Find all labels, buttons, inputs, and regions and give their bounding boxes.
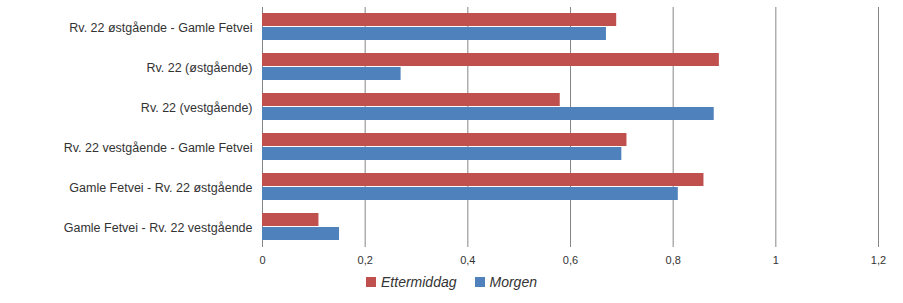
- svg-text:1,2: 1,2: [871, 254, 886, 266]
- svg-text:0,2: 0,2: [358, 254, 373, 266]
- svg-text:Gamle Fetvei - Rv. 22 østgåend: Gamle Fetvei - Rv. 22 østgående: [69, 181, 252, 195]
- svg-text:Rv. 22 vestgående - Gamle Fetv: Rv. 22 vestgående - Gamle Fetvei: [64, 141, 253, 155]
- svg-text:1: 1: [773, 254, 779, 266]
- svg-text:0,8: 0,8: [666, 254, 681, 266]
- svg-text:0: 0: [259, 254, 265, 266]
- svg-text:0,4: 0,4: [460, 254, 475, 266]
- svg-text:Gamle Fetvei - Rv. 22 vestgåen: Gamle Fetvei - Rv. 22 vestgående: [64, 221, 253, 235]
- svg-text:Rv. 22 (vestgående): Rv. 22 (vestgående): [141, 101, 253, 115]
- html-text:Ettermiddag: Ettermiddag: [381, 274, 457, 290]
- svg-text:Rv. 22 (østgående): Rv. 22 (østgående): [146, 61, 252, 75]
- svg-text:Rv. 22 østgående - Gamle Fetve: Rv. 22 østgående - Gamle Fetvei: [69, 21, 252, 35]
- html-text:Morgen: Morgen: [489, 274, 537, 290]
- svg-text:0,6: 0,6: [563, 254, 578, 266]
